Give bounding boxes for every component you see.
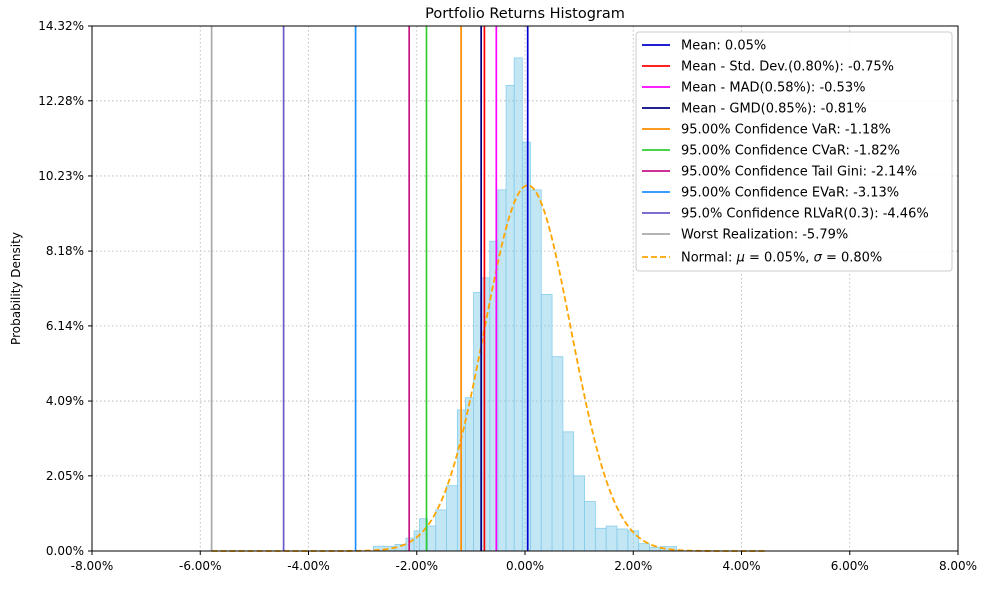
x-tick-label: 2.00% [614,559,652,573]
histogram-bar [562,431,575,552]
x-tick-label: -8.00% [71,559,113,573]
x-tick-label: 4.00% [722,559,760,573]
histogram-bar [594,527,607,552]
histogram-bar [627,530,640,552]
legend-label: 95.00% Confidence VaR: -1.18% [681,123,891,138]
histogram-bar [465,397,474,552]
histogram-bar [505,84,515,552]
x-tick-label: 0.00% [506,559,544,573]
histogram-bar [649,546,661,552]
legend-label: 95.00% Confidence CVaR: -1.82% [681,144,900,159]
histogram-bars [373,57,677,552]
y-tick-label: 10.23% [38,169,84,183]
x-tick-label: -2.00% [396,559,438,573]
legend-label: 95.00% Confidence EVaR: -3.13% [681,186,899,201]
histogram-bar [540,293,553,552]
histogram-bar [616,528,629,552]
risk-lines-layer [210,26,529,551]
legend-label: Mean - MAD(0.58%): -0.53% [681,81,865,96]
y-axis-label: Probability Density [9,232,23,345]
histogram-bar [413,530,420,552]
histogram-bar [530,189,542,552]
legend: Mean: 0.05% Mean - Std. Dev.(0.80%): -0.7… [635,31,953,272]
legend-label: Mean - GMD(0.85%): -0.81% [681,102,867,117]
histogram-bar [435,509,447,552]
histogram-bar [427,525,437,552]
x-axis-ticks: -8.00% -6.00% -4.00% -2.00% 0.00% 2.00% 4.00% 6… [71,551,977,573]
x-tick-label: -4.00% [287,559,329,573]
histogram-bar [551,356,564,552]
legend-label-normal: Normal: μ = 0.05%, σ = 0.80% [681,251,882,266]
legend-box [635,31,953,272]
legend-label: Mean - Std. Dev.(0.80%): -0.75% [681,60,894,75]
x-tick-label: 6.00% [831,559,869,573]
histogram-bar [513,57,523,552]
x-tick-label: -6.00% [179,559,221,573]
y-tick-label: 6.14% [46,319,84,333]
y-axis-ticks: 0.00% 2.05% 4.09% 6.14% 8.18% 10.23% 12.28% 14.… [38,19,92,558]
histogram-bar [605,525,618,552]
y-tick-label: 2.05% [46,469,84,483]
legend-label: Mean: 0.05% [681,39,766,54]
histogram-bar [481,277,491,552]
y-tick-label: 8.18% [46,244,84,258]
y-tick-label: 14.32% [38,19,84,33]
histogram-bar [584,501,596,552]
legend-label: Worst Realization: -5.79% [681,228,848,243]
legend-label: 95.00% Confidence Tail Gini: -2.14% [681,165,917,180]
histogram-bar [521,141,531,552]
legend-label: 95.0% Confidence RLVaR(0.3): -4.46% [681,207,929,222]
histogram-bar [446,485,458,552]
histogram-bar [573,475,585,552]
y-tick-label: 0.00% [46,544,84,558]
x-tick-label: 8.00% [939,559,977,573]
y-tick-label: 12.28% [38,94,84,108]
histogram-bar [638,543,650,552]
y-tick-label: 4.09% [46,394,84,408]
chart-title: Portfolio Returns Histogram [425,6,625,22]
